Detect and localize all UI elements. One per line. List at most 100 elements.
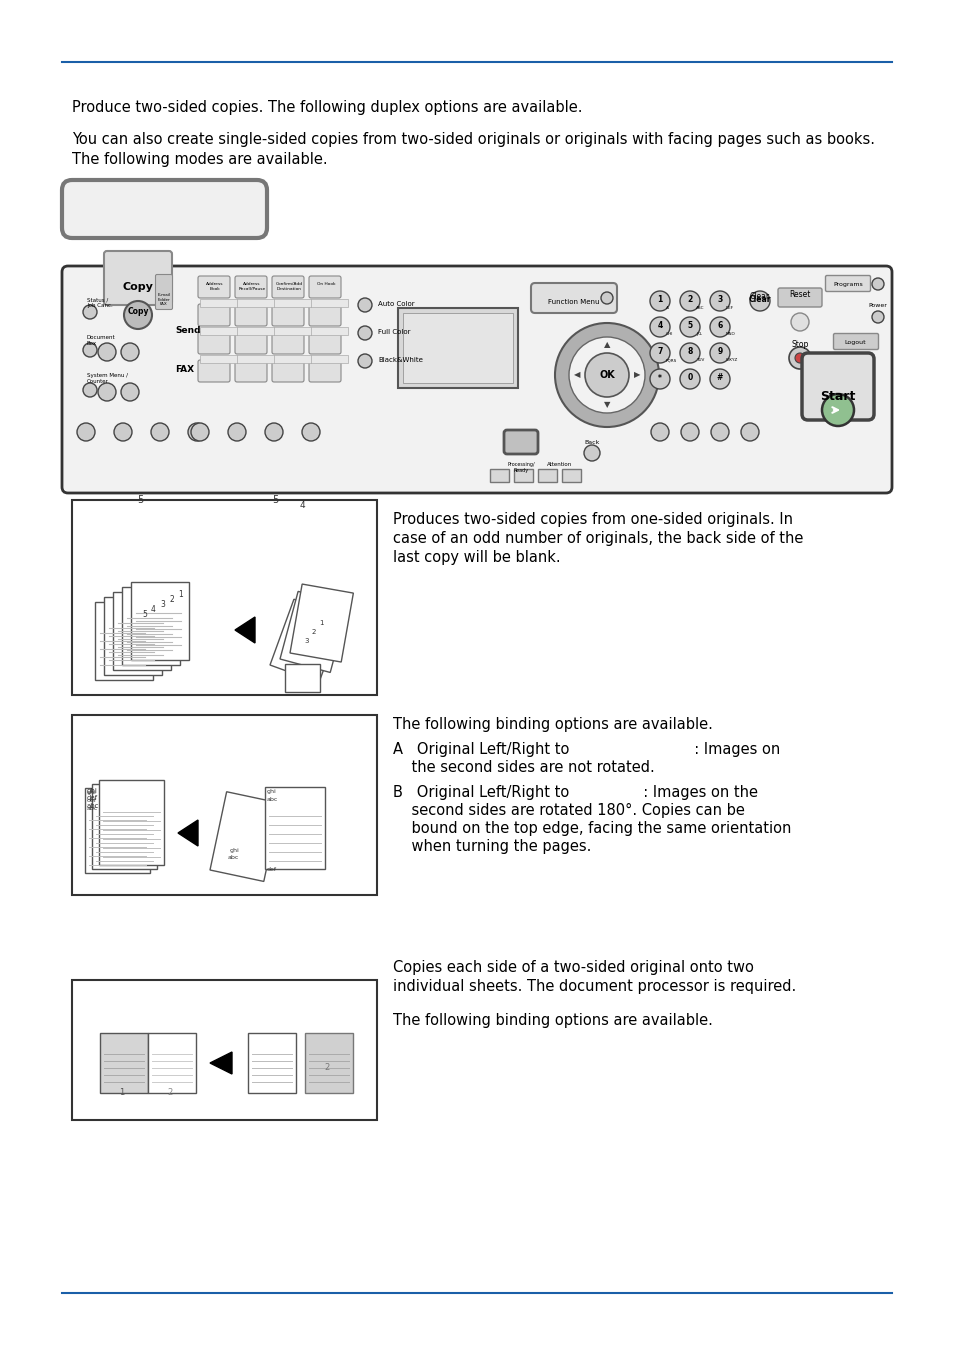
- Text: A: A: [665, 306, 668, 310]
- Text: 1: 1: [319, 620, 324, 626]
- Circle shape: [98, 383, 116, 401]
- Text: ABC: ABC: [696, 306, 703, 310]
- Text: A   Original Left/Right to                           : Images on: A Original Left/Right to : Images on: [393, 743, 780, 757]
- Text: Start: Start: [820, 390, 855, 404]
- Circle shape: [584, 352, 628, 397]
- Bar: [490, 468, 509, 482]
- FancyBboxPatch shape: [62, 266, 891, 493]
- Text: ▼: ▼: [603, 401, 610, 409]
- Circle shape: [649, 369, 669, 389]
- Circle shape: [555, 323, 659, 427]
- Text: B   Original Left/Right to                : Images on the: B Original Left/Right to : Images on the: [393, 784, 758, 801]
- Circle shape: [649, 343, 669, 363]
- Circle shape: [649, 292, 669, 311]
- FancyBboxPatch shape: [531, 284, 617, 313]
- Circle shape: [679, 317, 700, 338]
- Text: Document
Box: Document Box: [87, 335, 115, 346]
- Text: DEF: DEF: [725, 306, 734, 310]
- Circle shape: [679, 343, 700, 363]
- FancyBboxPatch shape: [234, 360, 267, 382]
- FancyBboxPatch shape: [824, 275, 869, 292]
- Text: ◀: ◀: [573, 370, 579, 379]
- Circle shape: [124, 301, 152, 329]
- Text: ghi: ghi: [87, 788, 98, 794]
- Text: def: def: [87, 798, 97, 803]
- Circle shape: [821, 394, 853, 427]
- Text: 5: 5: [142, 610, 147, 620]
- Text: 2: 2: [312, 629, 316, 634]
- Circle shape: [679, 292, 700, 311]
- Text: Address
Recall/Pause: Address Recall/Pause: [238, 282, 265, 290]
- Circle shape: [583, 446, 599, 460]
- Text: when turning the pages.: when turning the pages.: [393, 838, 591, 855]
- Text: 4: 4: [151, 605, 156, 614]
- Text: def: def: [267, 867, 276, 872]
- Text: 4: 4: [299, 501, 305, 510]
- Text: 4: 4: [657, 321, 662, 331]
- Text: bound on the top edge, facing the same orientation: bound on the top edge, facing the same o…: [393, 821, 791, 836]
- Circle shape: [121, 343, 139, 360]
- Circle shape: [135, 620, 147, 630]
- Bar: [112, 593, 171, 670]
- Circle shape: [83, 343, 97, 356]
- Bar: [402, 313, 513, 383]
- Text: Auto Color: Auto Color: [377, 301, 415, 306]
- Circle shape: [124, 617, 140, 633]
- Circle shape: [357, 298, 372, 312]
- Text: 2: 2: [324, 1062, 330, 1072]
- FancyBboxPatch shape: [62, 180, 267, 238]
- Circle shape: [357, 325, 372, 340]
- Text: The following modes are available.: The following modes are available.: [71, 153, 327, 167]
- Bar: [397, 308, 517, 387]
- Circle shape: [788, 347, 810, 369]
- Text: Back: Back: [583, 440, 599, 446]
- FancyBboxPatch shape: [234, 332, 267, 354]
- Circle shape: [709, 317, 729, 338]
- Text: 5: 5: [687, 321, 692, 331]
- Text: ghi: ghi: [267, 788, 276, 794]
- FancyBboxPatch shape: [272, 332, 304, 354]
- Bar: [210, 791, 280, 882]
- FancyBboxPatch shape: [309, 304, 340, 325]
- Text: 5: 5: [272, 495, 278, 505]
- Bar: [99, 780, 164, 865]
- Bar: [95, 602, 152, 680]
- Circle shape: [709, 369, 729, 389]
- Circle shape: [679, 369, 700, 389]
- Polygon shape: [210, 1052, 232, 1075]
- FancyBboxPatch shape: [778, 288, 821, 306]
- Text: PQRS: PQRS: [665, 358, 677, 362]
- Text: Status /
Job Canc.: Status / Job Canc.: [87, 297, 112, 308]
- Text: abc: abc: [267, 796, 278, 802]
- Text: TUV: TUV: [696, 358, 703, 362]
- FancyBboxPatch shape: [272, 275, 304, 298]
- Bar: [200, 355, 348, 363]
- Bar: [280, 591, 348, 672]
- Polygon shape: [178, 819, 198, 846]
- FancyBboxPatch shape: [801, 352, 873, 420]
- Bar: [85, 788, 150, 873]
- Bar: [537, 468, 557, 482]
- FancyBboxPatch shape: [272, 360, 304, 382]
- Text: 2: 2: [169, 595, 173, 603]
- Bar: [91, 784, 157, 869]
- Circle shape: [871, 310, 883, 323]
- Circle shape: [740, 423, 759, 441]
- FancyBboxPatch shape: [503, 431, 537, 454]
- Text: def: def: [87, 795, 98, 801]
- Text: 1: 1: [119, 1088, 125, 1098]
- Circle shape: [794, 352, 804, 363]
- Text: 5: 5: [136, 495, 143, 505]
- Text: abc: abc: [228, 856, 238, 860]
- Text: 3: 3: [160, 599, 165, 609]
- Circle shape: [357, 354, 372, 369]
- Circle shape: [709, 292, 729, 311]
- Text: Programs: Programs: [832, 282, 862, 288]
- Text: 1: 1: [178, 590, 183, 599]
- Text: ghi: ghi: [87, 790, 96, 795]
- FancyBboxPatch shape: [272, 304, 304, 325]
- Circle shape: [191, 423, 209, 441]
- Text: OK: OK: [598, 370, 615, 379]
- Text: Clear: Clear: [748, 296, 770, 305]
- Text: Produces two-sided copies from one-sided originals. In: Produces two-sided copies from one-sided…: [393, 512, 792, 526]
